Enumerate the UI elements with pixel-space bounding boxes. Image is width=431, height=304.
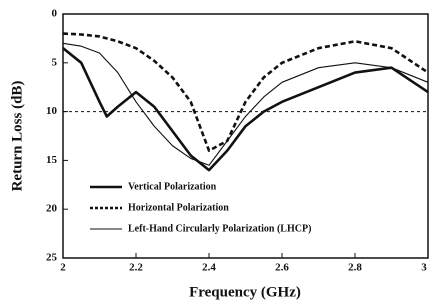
y-tick-label: 10 bbox=[46, 105, 58, 117]
x-axis-title: Frequency (GHz) bbox=[189, 284, 301, 300]
plot-frame bbox=[63, 14, 428, 258]
x-tick-label: 2 bbox=[60, 262, 66, 274]
legend-label: Horizontal Polarization bbox=[128, 202, 229, 213]
y-tick-label: 15 bbox=[46, 154, 58, 166]
series-line bbox=[63, 34, 428, 151]
x-tick-label: 2.8 bbox=[348, 262, 362, 274]
legend-label: Left-Hand Circularly Polarization (LHCP) bbox=[128, 223, 311, 234]
chart: Frequency (GHz) Return Loss (dB) 0 5 10 15 2… bbox=[0, 0, 431, 304]
series-line bbox=[63, 48, 428, 170]
y-axis-title: Return Loss (dB) bbox=[9, 81, 25, 192]
y-tick-label: 20 bbox=[46, 203, 58, 215]
x-tick-label: 3 bbox=[421, 262, 427, 274]
x-tick-label: 2.2 bbox=[129, 262, 143, 274]
y-tick-label: 25 bbox=[46, 252, 58, 264]
legend-label: Vertical Polarization bbox=[128, 181, 217, 192]
x-tick-label: 2.6 bbox=[275, 262, 289, 274]
y-tick-label: 5 bbox=[52, 56, 58, 68]
x-tick-label: 2.4 bbox=[202, 262, 216, 274]
y-tick-label: 0 bbox=[52, 8, 58, 20]
